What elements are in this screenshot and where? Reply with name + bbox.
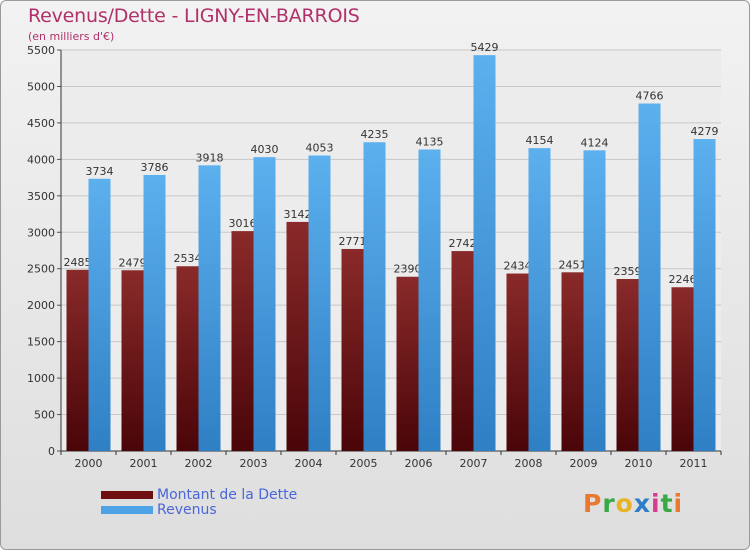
chart-title: Revenus/Dette - LIGNY-EN-BARROIS (28, 5, 360, 27)
y-tick-label: 2500 (27, 263, 55, 276)
logo-letter: t (660, 489, 674, 518)
bar-debt (66, 269, 89, 451)
bar-debt (231, 231, 254, 451)
y-tick-label: 1500 (27, 336, 55, 349)
y-tick-label: 2000 (27, 299, 55, 312)
bar-debt (286, 221, 309, 451)
bar-revenue (418, 149, 441, 451)
bar-debt (396, 276, 419, 451)
y-tick-label: 500 (34, 409, 55, 422)
x-tick-label: 2004 (295, 457, 323, 470)
bar-debt (121, 270, 144, 451)
y-tick-label: 3000 (27, 226, 55, 239)
data-label-revenue: 4154 (526, 134, 554, 147)
x-tick-label: 2001 (130, 457, 158, 470)
bar-debt (671, 287, 694, 451)
data-label-revenue: 4235 (361, 128, 389, 141)
x-tick-label: 2011 (680, 457, 708, 470)
x-tick-label: 2003 (240, 457, 268, 470)
bar-revenue (88, 178, 111, 452)
x-tick-label: 2009 (570, 457, 598, 470)
x-tick-label: 2005 (350, 457, 378, 470)
bar-revenue (198, 165, 221, 452)
data-label-debt: 2742 (449, 237, 477, 250)
bar-revenue (693, 139, 716, 451)
bar-revenue (638, 103, 661, 452)
data-label-revenue: 5429 (471, 41, 499, 54)
y-tick-label: 0 (48, 445, 55, 458)
proxiti-logo: Proxiti (583, 489, 683, 518)
bar-revenue (583, 150, 606, 451)
logo-letter: i (651, 489, 661, 518)
legend-label-debt: Montant de la Dette (157, 486, 298, 503)
bar-debt (176, 266, 199, 451)
logo-letter: x (633, 489, 651, 518)
logo-letter: r (602, 489, 616, 518)
bar-debt (561, 272, 584, 451)
data-label-revenue: 4124 (581, 136, 609, 149)
data-label-revenue: 4030 (251, 143, 279, 156)
x-tick-label: 2007 (460, 457, 488, 470)
data-label-debt: 3016 (229, 217, 257, 230)
bar-debt (451, 251, 474, 451)
y-tick-label: 4500 (27, 117, 55, 130)
data-label-debt: 2479 (119, 256, 147, 269)
bar-revenue (143, 174, 166, 451)
data-label-revenue: 4135 (416, 136, 444, 149)
x-tick-label: 2006 (405, 457, 433, 470)
legend-item-revenue: Revenus (101, 501, 297, 518)
data-label-revenue: 3734 (86, 165, 114, 178)
y-tick-label: 3500 (27, 190, 55, 203)
bar-revenue (473, 55, 496, 451)
bar-debt (341, 248, 364, 451)
data-label-debt: 2534 (174, 252, 202, 265)
x-tick-label: 2010 (625, 457, 653, 470)
bar-revenue (253, 157, 276, 451)
legend: Montant de la Dette Revenus (101, 486, 298, 518)
y-tick-label: 5500 (27, 44, 55, 57)
data-label-debt: 2246 (669, 273, 697, 286)
x-tick-label: 2002 (185, 457, 213, 470)
bar-debt (506, 273, 529, 451)
legend-swatch-debt (101, 490, 153, 499)
data-label-debt: 2434 (504, 260, 532, 273)
data-label-revenue: 3786 (141, 161, 169, 174)
data-label-debt: 2390 (394, 263, 422, 276)
data-label-debt: 2451 (559, 258, 587, 271)
data-label-revenue: 3918 (196, 151, 224, 164)
plot-area (61, 50, 721, 451)
x-tick-label: 2000 (75, 457, 103, 470)
legend-swatch-revenue (101, 505, 153, 514)
y-tick-label: 1000 (27, 372, 55, 385)
bar-revenue (308, 155, 331, 451)
chart-subtitle: (en milliers d'€) (28, 30, 115, 43)
logo-letter: P (583, 489, 603, 518)
x-tick-label: 2008 (515, 457, 543, 470)
data-label-revenue: 4766 (636, 90, 664, 103)
data-label-debt: 2359 (614, 265, 642, 278)
data-label-debt: 2485 (64, 256, 92, 269)
legend-item-debt: Montant de la Dette (101, 486, 298, 503)
legend-label-revenue: Revenus (157, 501, 217, 518)
bar-revenue (363, 142, 386, 452)
logo-letter: i (673, 489, 684, 518)
bar-debt (616, 279, 639, 451)
y-tick-label: 5000 (27, 80, 55, 93)
logo-letter: o (615, 489, 634, 518)
y-tick-label: 4000 (27, 153, 55, 166)
bar-revenue (528, 148, 551, 452)
data-label-revenue: 4053 (306, 141, 334, 154)
data-label-debt: 2771 (339, 235, 367, 248)
data-label-revenue: 4279 (691, 125, 719, 138)
data-label-debt: 3142 (284, 208, 312, 221)
